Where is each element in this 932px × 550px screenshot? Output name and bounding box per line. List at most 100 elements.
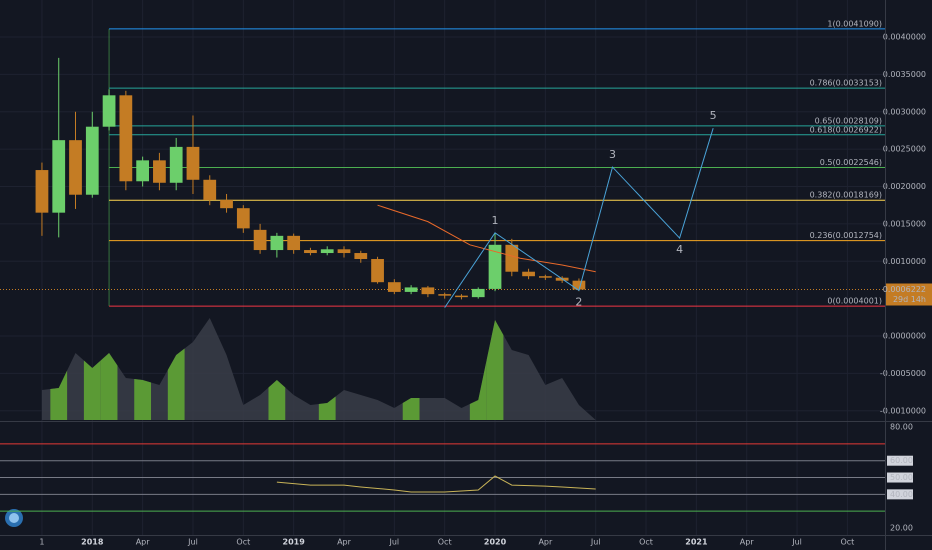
wave-label: 5 [710, 109, 717, 122]
x-tick-label: 2020 [484, 538, 507, 547]
x-tick-label: Oct [840, 538, 854, 547]
candle-body [236, 208, 250, 229]
x-tick-label: 2018 [81, 538, 104, 547]
candle-body [136, 160, 150, 182]
moving-average [377, 204, 596, 273]
candle-body [220, 199, 233, 209]
candle-body [522, 271, 535, 277]
candle-body [287, 235, 301, 251]
fib-label: 1(0.0041090) [827, 19, 882, 28]
last-price-tag [886, 283, 932, 306]
rsi-line [276, 475, 596, 493]
candle-body [102, 95, 116, 127]
candle-body [69, 140, 82, 195]
wave-label: 3 [609, 148, 616, 161]
rsi-tick-label: 80.00 [890, 423, 913, 432]
volume-up [100, 353, 118, 420]
candle-body [421, 287, 435, 295]
fib-label: 0.618(0.0026922) [810, 125, 882, 134]
candle-body [85, 126, 99, 195]
volume-up [83, 360, 101, 420]
volume-up [167, 348, 185, 420]
y-tick-label: 0.0020000 [883, 182, 926, 191]
fib-label: 0.786(0.0033153) [810, 79, 882, 88]
fib-label: 0.5(0.0022546) [820, 158, 882, 167]
candle-body [404, 287, 418, 292]
candle-body [505, 244, 519, 272]
rsi-tick-box [887, 455, 913, 466]
candle-body [52, 140, 66, 213]
x-tick-label: Jul [590, 538, 601, 547]
candle-body [354, 253, 368, 260]
fib-label: 0(0.0004001) [827, 297, 882, 306]
y-tick-label: 0.0015000 [883, 219, 926, 228]
candle-body [320, 249, 334, 254]
x-tick-label: Apr [136, 538, 151, 547]
wave-label: 1 [492, 214, 499, 227]
volume-up [50, 370, 68, 420]
volume-up [402, 398, 420, 420]
x-tick-label: Apr [337, 538, 352, 547]
y-tick-label: 0.0025000 [883, 145, 926, 154]
volume-up [469, 360, 487, 420]
elliott-wave [444, 128, 714, 308]
candle-body [455, 295, 468, 298]
candle-body [387, 282, 401, 292]
x-tick-label: 1 [39, 538, 44, 547]
rsi-tick-box [887, 472, 913, 483]
candle-body [337, 249, 351, 254]
candle-body [253, 229, 267, 251]
candle-body [153, 160, 166, 183]
fib-label: 0.65(0.0028109) [815, 116, 882, 125]
rsi-tick-box [887, 489, 913, 500]
x-tick-label: Oct [639, 538, 653, 547]
y-tick-label: -0.0005000 [880, 369, 926, 378]
last-price-label: 0.0006222 [883, 285, 926, 294]
candle-body [371, 259, 384, 283]
candle-body [169, 146, 183, 183]
y-tick-label: 0.0000000 [883, 332, 926, 341]
candle-body [488, 244, 502, 289]
candle-body [438, 294, 452, 296]
candle-body [186, 146, 200, 180]
candle-body [304, 250, 317, 254]
wave-label: 4 [676, 243, 683, 256]
candle-body [471, 288, 485, 298]
x-tick-label: 2021 [685, 538, 708, 547]
x-tick-label: Jul [389, 538, 400, 547]
y-tick-label: 0.0010000 [883, 257, 926, 266]
x-tick-label: Apr [740, 538, 755, 547]
x-tick-label: Apr [538, 538, 553, 547]
countdown-label: 29d 14h [893, 295, 926, 304]
candle-body [35, 170, 49, 213]
rsi-tick-label: 20.00 [890, 524, 913, 533]
candle-body [119, 95, 133, 182]
x-tick-label: Jul [187, 538, 198, 547]
volume-up [486, 320, 504, 420]
candle-body [572, 280, 586, 290]
volume-up [268, 380, 286, 420]
x-tick-label: Oct [236, 538, 250, 547]
candle-body [538, 276, 552, 278]
rsi-tick-label: 50.00 [890, 473, 913, 482]
rsi-tick-label: 60.00 [890, 456, 913, 465]
candle-body [270, 235, 284, 251]
wave-label: 2 [575, 295, 582, 308]
logo [5, 509, 23, 527]
volume-up [134, 379, 152, 420]
y-tick-label: 0.0040000 [883, 33, 926, 42]
x-tick-label: Jul [791, 538, 802, 547]
x-tick-label: Oct [438, 538, 452, 547]
y-tick-label: -0.0010000 [880, 406, 926, 415]
volume-up [318, 396, 336, 420]
x-tick-label: 2019 [283, 538, 306, 547]
fib-label: 0.382(0.0018169) [810, 191, 882, 200]
y-tick-label: 0.0030000 [883, 107, 926, 116]
y-tick-label: 0.0035000 [883, 70, 926, 79]
rsi-tick-label: 40.00 [890, 490, 913, 499]
candle-body [203, 179, 217, 200]
fib-label: 0.236(0.0012754) [810, 231, 882, 240]
